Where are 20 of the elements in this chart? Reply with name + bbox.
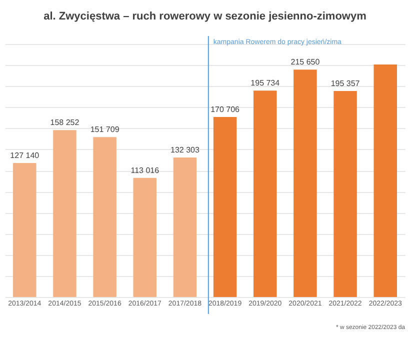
bar <box>334 91 357 297</box>
bar <box>53 130 76 297</box>
bar <box>294 70 317 297</box>
data-label: 215 650 <box>290 58 320 67</box>
bar <box>13 162 36 297</box>
bar <box>253 90 277 297</box>
data-label: 127 140 <box>10 150 40 160</box>
bar <box>213 117 237 297</box>
bar <box>374 64 397 297</box>
data-label: 151 709 <box>90 125 120 134</box>
data-label: 158 252 <box>50 118 80 128</box>
chart-title: al. Zwycięstwa – ruch rowerowy w sezonie jesienno-zimowym <box>44 10 367 22</box>
bar <box>133 178 157 297</box>
bar <box>93 137 116 297</box>
bar <box>173 158 197 297</box>
data-label: 170 706 <box>210 105 240 114</box>
data-label: 195 734 <box>250 78 280 88</box>
data-label: 132 303 <box>170 146 200 155</box>
data-label: 195 357 <box>330 79 360 88</box>
data-label: 113 016 <box>130 166 160 175</box>
